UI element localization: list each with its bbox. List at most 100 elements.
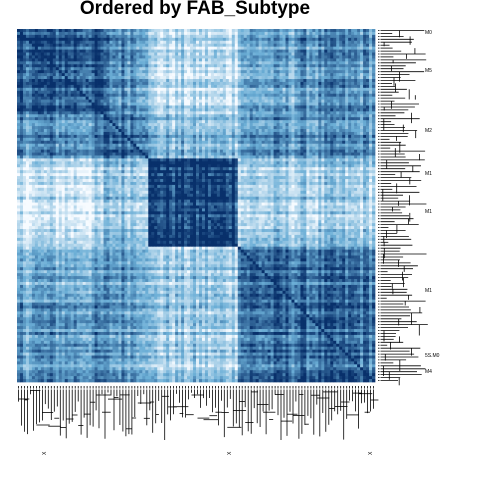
heatmap-cell <box>79 40 83 45</box>
heatmap-cell <box>166 123 170 127</box>
heatmap-cell <box>354 64 358 68</box>
heatmap-cell <box>145 120 149 124</box>
heatmap-cell <box>207 40 212 45</box>
heatmap-cell <box>333 37 337 42</box>
heatmap-cell <box>315 99 319 103</box>
heatmap-cell <box>204 126 209 130</box>
heatmap-cell <box>336 84 340 89</box>
heatmap-cell <box>234 81 239 86</box>
heatmap-cell <box>216 131 221 136</box>
heatmap-cell <box>82 40 86 45</box>
heatmap-cell <box>270 111 274 115</box>
heatmap-cell <box>258 131 262 136</box>
heatmap-cell <box>342 102 346 106</box>
heatmap-cell <box>73 70 78 74</box>
heatmap-cell <box>351 129 355 133</box>
heatmap-cell <box>246 90 251 95</box>
heatmap-cell <box>28 120 33 124</box>
heatmap-cell <box>246 131 251 136</box>
heatmap-cell <box>175 96 179 100</box>
heatmap-cell <box>312 93 316 98</box>
heatmap-cell <box>330 81 334 86</box>
heatmap-cell <box>100 146 104 150</box>
heatmap-cell <box>190 81 194 86</box>
heatmap-cell <box>130 114 134 118</box>
heatmap-cell <box>166 131 170 136</box>
heatmap-cell <box>43 123 48 127</box>
heatmap-cell <box>327 34 331 39</box>
heatmap-cell <box>64 129 69 133</box>
heatmap-cell <box>49 134 54 139</box>
heatmap-cell <box>333 84 337 89</box>
heatmap-cell <box>196 120 200 124</box>
heatmap-cell <box>306 126 310 130</box>
heatmap-cell <box>300 137 304 142</box>
heatmap-cell <box>363 93 367 98</box>
heatmap-cell <box>100 87 104 92</box>
heatmap-cell <box>166 99 170 103</box>
heatmap-cell <box>297 140 301 145</box>
heatmap-cell <box>196 99 200 103</box>
heatmap-cell <box>124 52 128 56</box>
heatmap-cell <box>34 120 39 124</box>
heatmap-cell <box>342 143 346 148</box>
heatmap-cell <box>109 108 113 112</box>
heatmap-cell <box>315 131 319 136</box>
heatmap-cell <box>351 131 355 136</box>
heatmap-cell <box>336 99 340 103</box>
heatmap-cell <box>297 58 301 62</box>
heatmap-cell <box>79 79 83 83</box>
heatmap-cell <box>249 108 254 112</box>
heatmap-cell <box>201 96 206 100</box>
heatmap-cell <box>210 126 215 130</box>
heatmap-cell <box>172 117 176 121</box>
heatmap-cell <box>198 149 203 153</box>
heatmap-cell <box>234 117 239 121</box>
heatmap-cell <box>327 111 331 115</box>
heatmap-cell <box>303 76 307 80</box>
heatmap-cell <box>142 81 146 86</box>
heatmap-cell <box>34 55 39 59</box>
heatmap-cell <box>70 114 75 118</box>
heatmap-cell <box>76 87 80 92</box>
heatmap-cell <box>160 73 164 77</box>
heatmap-cell <box>118 87 122 92</box>
heatmap-cell <box>187 111 191 115</box>
heatmap-cell <box>222 76 227 80</box>
heatmap-cell <box>94 134 98 139</box>
heatmap-cell <box>318 73 322 77</box>
heatmap-cell <box>198 61 203 65</box>
heatmap-cell <box>70 31 75 36</box>
heatmap-cell <box>324 49 328 53</box>
heatmap-cell <box>351 93 355 98</box>
heatmap-cell <box>234 114 239 118</box>
heatmap-cell <box>348 129 352 133</box>
heatmap-cell <box>40 117 45 121</box>
heatmap-cell <box>145 90 149 95</box>
heatmap-cell <box>270 90 274 95</box>
heatmap-cell <box>198 46 203 50</box>
heatmap-cell <box>351 49 355 53</box>
heatmap-cell <box>342 137 346 142</box>
heatmap-cell <box>112 143 116 148</box>
heatmap-cell <box>193 49 197 53</box>
heatmap-cell <box>121 146 125 150</box>
heatmap-cell <box>112 111 116 115</box>
heatmap-cell <box>315 129 319 133</box>
heatmap-cell <box>258 34 262 39</box>
heatmap-cell <box>306 114 310 118</box>
heatmap-cell <box>282 67 286 71</box>
heatmap-cell <box>303 105 307 109</box>
heatmap-cell <box>309 58 313 62</box>
heatmap-cell <box>166 111 170 115</box>
heatmap-cell <box>318 61 322 65</box>
heatmap-cell <box>40 37 45 42</box>
heatmap-cell <box>312 52 316 56</box>
heatmap-cell <box>76 129 80 133</box>
heatmap-cell <box>276 81 280 86</box>
heatmap-cell <box>91 84 95 89</box>
heatmap-cell <box>282 40 286 45</box>
heatmap-cell <box>121 134 125 139</box>
heatmap-cell <box>321 105 325 109</box>
heatmap-cell <box>184 93 188 98</box>
